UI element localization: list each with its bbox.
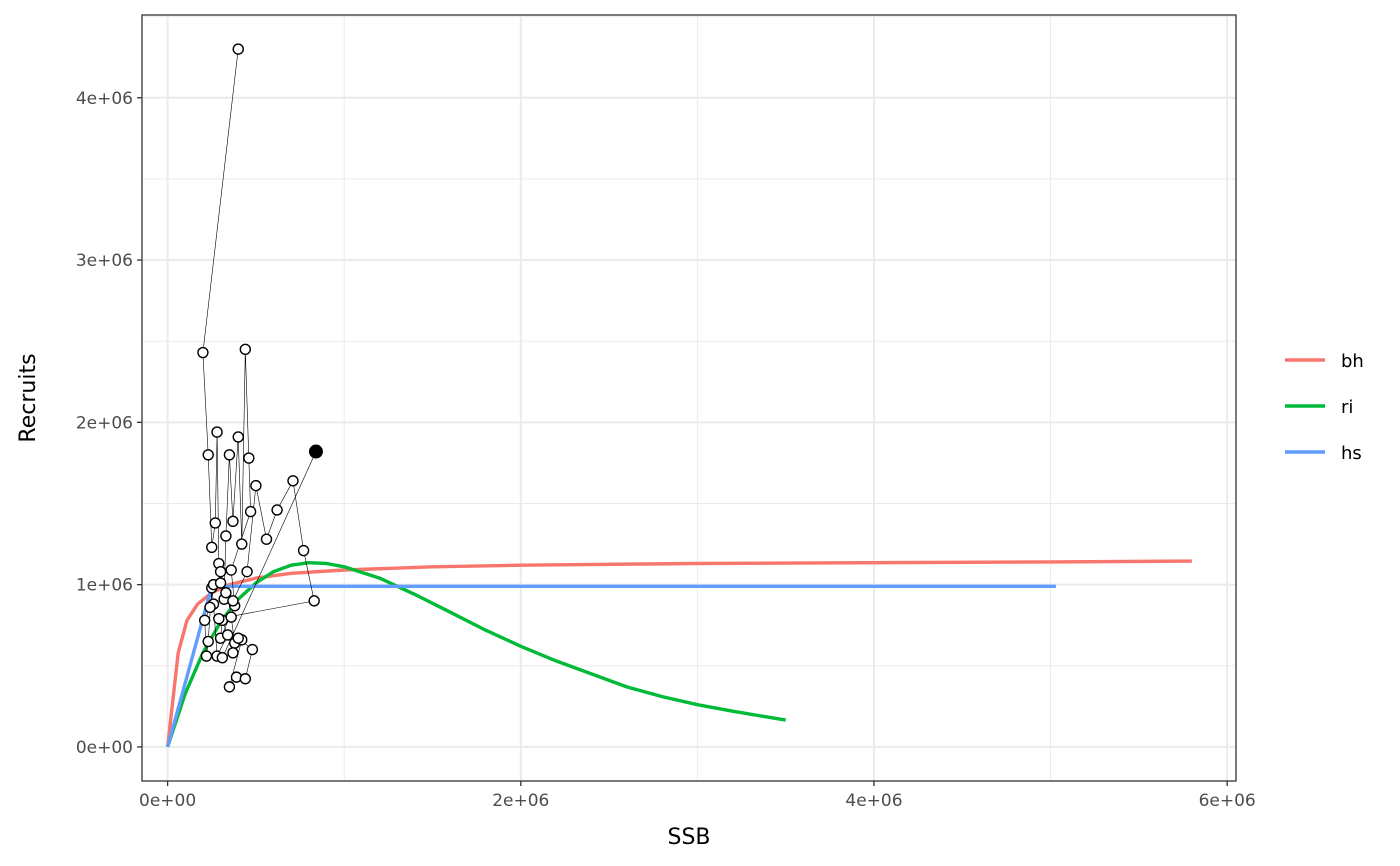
observation-point xyxy=(232,43,244,55)
legend-item-ri: ri xyxy=(1285,397,1353,418)
observation-point xyxy=(202,635,214,648)
observation-point xyxy=(297,544,310,557)
observation-point xyxy=(197,346,209,359)
series-line-bh xyxy=(165,559,1192,748)
observation-point xyxy=(250,479,262,492)
observation-point xyxy=(243,452,255,464)
observation-point xyxy=(211,426,223,438)
observation-point xyxy=(239,673,252,685)
x-axis-title: SSB xyxy=(667,825,710,850)
x-tick-label: 0e+00 xyxy=(139,791,196,811)
y-axis-ticks: 0e+00 1e+06 2e+06 3e+06 4e+06 xyxy=(76,89,142,758)
x-tick-label: 4e+06 xyxy=(845,791,902,811)
observation-point xyxy=(236,538,248,550)
observation-point xyxy=(216,651,229,664)
observation-point xyxy=(221,629,234,641)
y-tick-label: 3e+06 xyxy=(76,251,133,271)
observation-point xyxy=(308,595,320,607)
observation-point xyxy=(241,565,253,578)
observation-last-point xyxy=(308,444,323,459)
observation-point xyxy=(227,515,239,528)
observation-point xyxy=(232,632,244,644)
observation-point xyxy=(246,643,259,656)
x-axis-ticks: 0e+00 2e+06 4e+06 6e+06 xyxy=(139,781,1256,811)
minor-gridlines xyxy=(142,15,1236,781)
legend: bh ri hs xyxy=(1285,351,1364,464)
observation-point xyxy=(232,431,244,443)
panel-background xyxy=(142,15,1236,781)
y-tick-label: 1e+06 xyxy=(76,576,133,596)
legend-label-ri: ri xyxy=(1341,397,1353,418)
observation-point xyxy=(223,449,236,461)
x-tick-label: 6e+06 xyxy=(1199,791,1256,811)
y-tick-label: 4e+06 xyxy=(76,89,133,109)
y-tick-label: 0e+00 xyxy=(76,738,133,758)
observation-point xyxy=(239,343,252,356)
observation-point xyxy=(225,564,237,576)
observation-point xyxy=(214,577,227,589)
observation-point xyxy=(209,517,221,529)
observation-point xyxy=(202,449,214,461)
observation-point xyxy=(206,541,218,554)
legend-item-bh: bh xyxy=(1285,351,1364,372)
observation-point xyxy=(204,601,216,614)
observation-point xyxy=(220,530,232,542)
observation-point xyxy=(220,587,232,599)
observation-point xyxy=(223,681,236,693)
observation-point xyxy=(260,533,273,545)
y-tick-label: 2e+06 xyxy=(76,413,133,433)
observation-point xyxy=(287,475,299,487)
x-tick-label: 2e+06 xyxy=(492,791,549,811)
legend-label-hs: hs xyxy=(1341,443,1362,464)
observation-point xyxy=(214,565,227,578)
legend-label-bh: bh xyxy=(1341,351,1364,372)
observation-point xyxy=(198,614,211,627)
observation-point xyxy=(244,505,257,518)
observation-point xyxy=(227,595,239,607)
y-axis-title: Recruits xyxy=(16,353,41,442)
observation-point xyxy=(225,611,237,623)
observation-point xyxy=(200,650,213,662)
observation-point xyxy=(227,647,239,659)
observation-point xyxy=(271,504,283,516)
observations xyxy=(197,43,323,693)
observation-point xyxy=(213,613,225,625)
panel-border xyxy=(141,14,1237,782)
legend-item-hs: hs xyxy=(1285,443,1362,464)
